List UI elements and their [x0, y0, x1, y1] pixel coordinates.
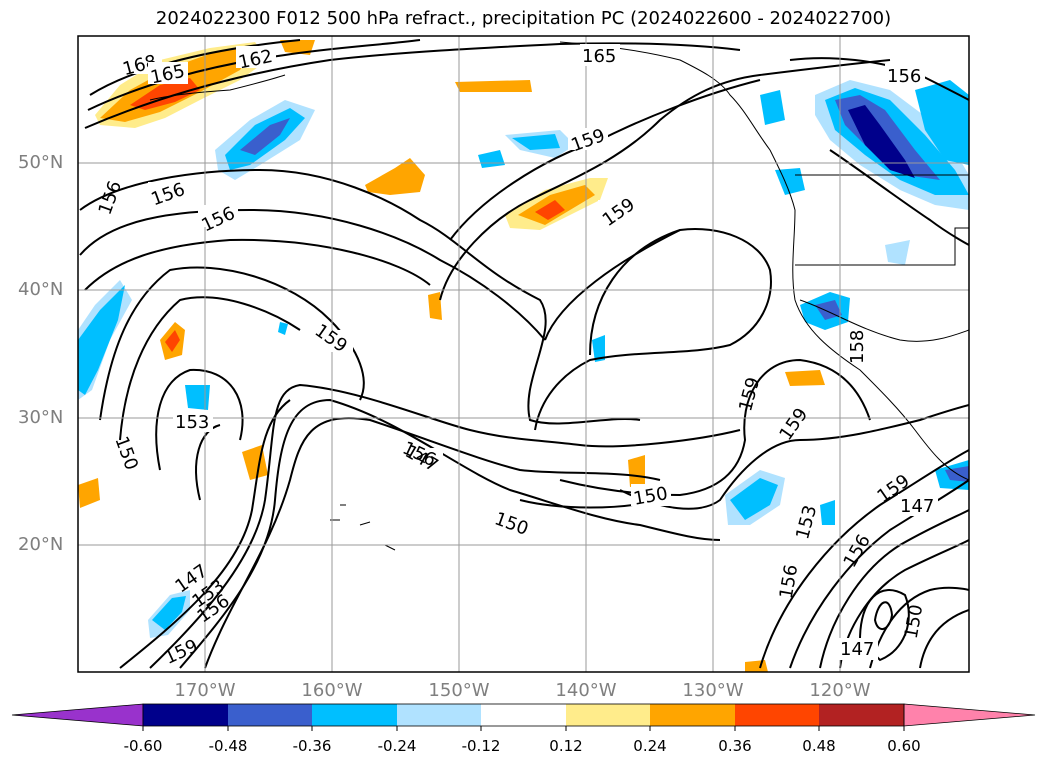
precip-negative-area [512, 134, 560, 150]
coastlines [149, 41, 969, 551]
lon-label: 120°W [809, 680, 871, 701]
precip-positive-area [785, 370, 825, 386]
precip-negative-area [78, 285, 125, 395]
lat-label: 20°N [18, 534, 64, 555]
contour-label: 150 [110, 434, 141, 473]
precip-negative-area [775, 168, 805, 195]
colorbar-tick-label: 0.48 [802, 737, 836, 755]
colorbar-segment [143, 704, 228, 726]
lon-label: 130°W [682, 680, 744, 701]
precip-positive-area [130, 78, 200, 110]
precip-negative-area [885, 240, 910, 265]
lon-label: 160°W [301, 680, 363, 701]
colorbar-tick-label: -0.60 [123, 737, 163, 755]
colorbar-segment [228, 704, 312, 726]
colorbar-segment [481, 704, 566, 726]
contour-label: 147 [840, 639, 874, 660]
precip-negative-area [185, 385, 210, 410]
precip-negative-area [478, 150, 505, 168]
contour-label: 159 [775, 404, 812, 444]
colorbar-tick-label: 0.36 [718, 737, 752, 755]
contour-label: 156 [95, 178, 126, 217]
precip-negative-area [848, 105, 915, 178]
plot-frame [77, 35, 970, 673]
precip-positive-area [745, 660, 768, 672]
contour-label: 150 [492, 508, 531, 539]
colorbar-extend-low [11, 703, 144, 727]
precip-negative-area [820, 500, 835, 525]
lon-label: 150°W [428, 680, 490, 701]
map-title: 2024022300 F012 500 hPa refract., precip… [155, 8, 892, 29]
lat-label: 50°N [18, 152, 64, 173]
precip-positive-area [628, 455, 645, 487]
contour-label: 147 [900, 496, 934, 517]
precip-negative-area [760, 90, 785, 125]
contour-label: 156 [840, 531, 875, 571]
colorbar-tick-label: 0.12 [549, 737, 583, 755]
precip-shading [78, 40, 969, 672]
contour-label: 158 [847, 330, 868, 364]
colorbar-segment [312, 704, 397, 726]
contour-label: 153 [175, 412, 209, 433]
lon-label: 140°W [555, 680, 617, 701]
colorbar-segment [566, 704, 650, 726]
colorbar-tick-label: -0.36 [292, 737, 332, 755]
contour-label: 165 [582, 46, 616, 67]
lat-label: 30°N [18, 407, 64, 428]
map-plot-area: 168 165 162 165 156 156 156 159 159 159 … [78, 36, 969, 672]
precip-negative-area [730, 478, 778, 520]
colorbar-segment [650, 704, 735, 726]
precip-positive-area [535, 200, 565, 220]
colorbar-segment [397, 704, 481, 726]
contour-label: 156 [776, 563, 803, 600]
precip-positive-area [428, 292, 442, 320]
colorbar-extend-high [903, 703, 1036, 727]
precip-negative-area [152, 596, 186, 630]
lat-label: 40°N [18, 279, 64, 300]
contour-label: 159 [161, 635, 201, 669]
colorbar-tick-label: -0.24 [377, 737, 417, 755]
colorbar-tick-label: -0.48 [208, 737, 248, 755]
precip-positive-area [455, 80, 532, 92]
contour-labels: 168 165 162 165 156 156 156 159 159 159 … [95, 44, 938, 669]
colorbar [11, 703, 1036, 731]
precip-positive-area [365, 158, 425, 195]
contour-label: 156 [887, 66, 921, 87]
precip-negative-area [592, 335, 605, 362]
colorbar-tick-label: 0.60 [887, 737, 921, 755]
precip-negative-area [915, 80, 969, 165]
contour-label: 150 [901, 603, 928, 640]
contour-label: 159 [599, 194, 639, 231]
contour-label: 159 [735, 375, 764, 414]
lon-label: 170°W [174, 680, 236, 701]
precip-negative-area [240, 118, 290, 155]
graticule [78, 36, 969, 672]
precip-negative-area [278, 322, 288, 335]
precip-positive-area [78, 478, 100, 508]
colorbar-segment [819, 704, 904, 726]
precip-positive-area [242, 445, 268, 480]
colorbar-tick-label: -0.12 [461, 737, 501, 755]
precip-positive-area [165, 330, 180, 352]
colorbar-segment [735, 704, 819, 726]
colorbar-tick-label: 0.24 [633, 737, 667, 755]
contour-label: 153 [792, 503, 821, 542]
